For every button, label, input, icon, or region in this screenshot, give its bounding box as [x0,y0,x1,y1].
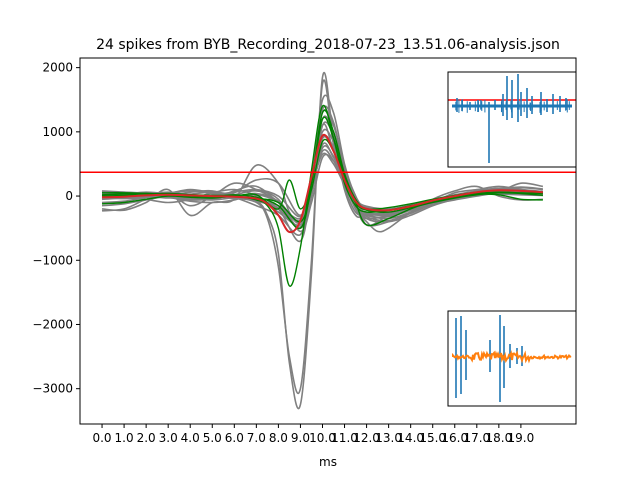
y-axis-ticks: −3000 −2000 −1000 0 1000 2000 [32,61,80,396]
x-tick-label: 0.0 [92,431,111,445]
inset-bottom-noise-trace [452,350,572,364]
mean-spike-trace [101,133,543,234]
x-tick-label: 6.0 [225,431,244,445]
x-tick-label: 2.0 [137,431,156,445]
inset-top-events [452,74,572,163]
y-tick-label: 0 [65,189,73,203]
inset-bottom-raster [447,310,577,407]
x-tick-label: 15.0 [419,431,446,445]
x-axis-ticks: 0.0 1.0 2.0 3.0 4.0 5.0 6.0 7.0 8.0 9.0 10.011.012… [92,424,534,445]
x-tick-label: 13.0 [375,431,402,445]
x-tick-label: 7.0 [247,431,266,445]
x-tick-label: 16.0 [441,431,468,445]
inset-bottom-events [452,315,572,402]
y-tick-label: −2000 [32,317,73,331]
x-tick-label: 12.0 [353,431,380,445]
series-layer [101,72,544,410]
y-tick-label: 1000 [42,125,73,139]
x-tick-label: 5.0 [203,431,222,445]
x-tick-label: 10.0 [309,431,336,445]
x-tick-label: 18.0 [485,431,512,445]
y-tick-label: −3000 [32,382,73,396]
inset-bottom-border [447,310,577,407]
x-tick-label: 4.0 [181,431,200,445]
main-axes: 0.0 1.0 2.0 3.0 4.0 5.0 6.0 7.0 8.0 9.0 10.011.012… [32,57,577,469]
x-axis-label: ms [319,455,337,469]
x-tick-label: 17.0 [463,431,490,445]
x-tick-label: 19.0 [508,431,535,445]
x-tick-label: 3.0 [159,431,178,445]
inset-top-raster [447,71,577,168]
x-tick-label: 1.0 [115,431,134,445]
x-tick-label: 14.0 [397,431,424,445]
chart-title: 24 spikes from BYB_Recording_2018-07-23_… [96,37,560,53]
y-tick-label: 2000 [42,61,73,75]
x-tick-label: 11.0 [331,431,358,445]
inset-top-border [447,71,577,168]
x-tick-label: 8.0 [269,431,288,445]
plot-frame [79,57,577,425]
x-tick-label: 9.0 [291,431,310,445]
y-tick-label: −1000 [32,253,73,267]
